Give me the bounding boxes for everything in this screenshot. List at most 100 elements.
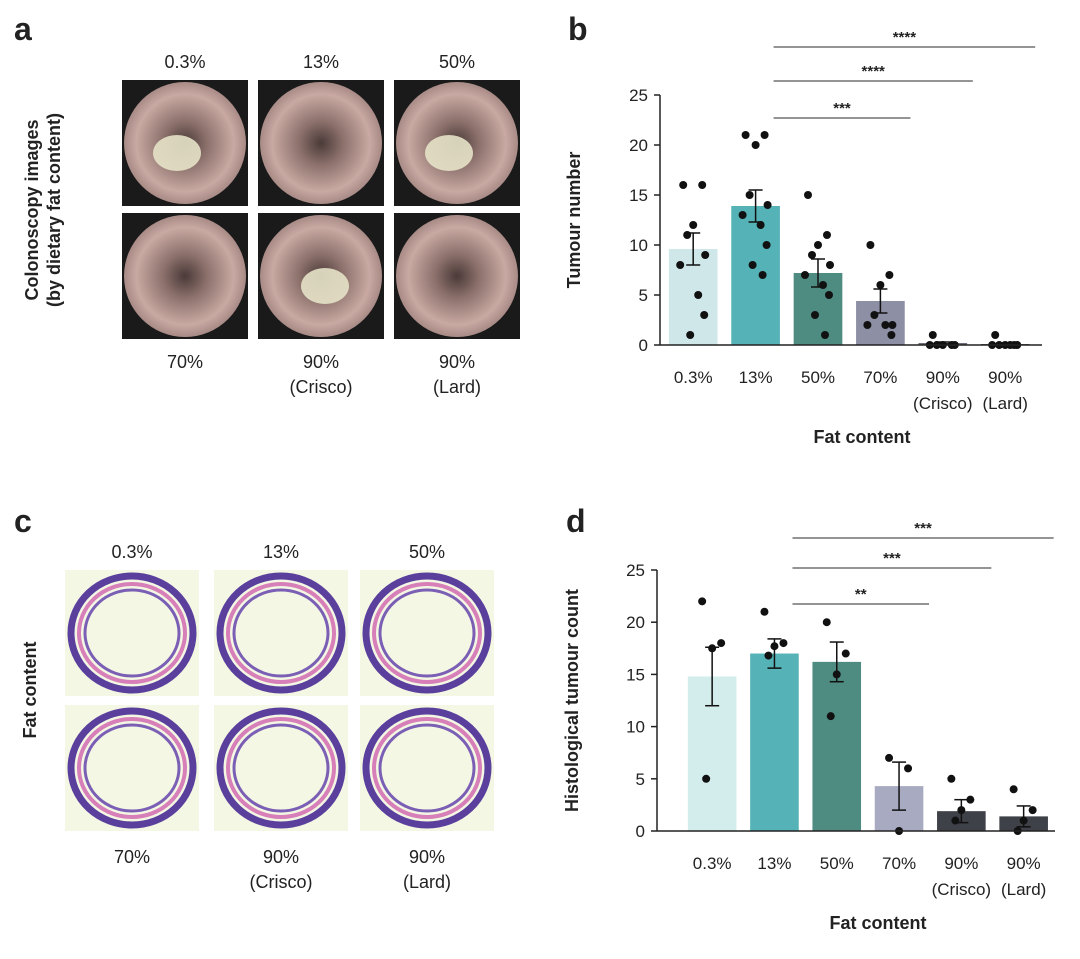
data-point bbox=[822, 618, 831, 627]
data-point bbox=[808, 251, 816, 259]
image-content bbox=[362, 707, 492, 829]
data-point bbox=[801, 271, 809, 279]
data-point bbox=[826, 712, 835, 721]
data-point bbox=[832, 670, 841, 679]
image bbox=[258, 80, 384, 206]
x-tick-label: 0.3% bbox=[693, 854, 732, 873]
data-point bbox=[770, 642, 779, 651]
image bbox=[258, 213, 384, 339]
data-point bbox=[826, 261, 834, 269]
y-axis-title: Tumour number bbox=[564, 152, 584, 289]
x-tick-label: 50% bbox=[801, 368, 835, 387]
x-tick-label: 90% (Crisco) bbox=[913, 368, 973, 413]
image-label: 90% (Lard) bbox=[433, 352, 481, 397]
data-point bbox=[717, 639, 726, 648]
data-point bbox=[947, 774, 956, 783]
image-content bbox=[232, 588, 330, 678]
data-point bbox=[738, 211, 747, 219]
significance-label: **** bbox=[862, 63, 886, 80]
axis-title: Fat content bbox=[20, 641, 40, 738]
data-point bbox=[764, 651, 773, 660]
y-tick-label: 20 bbox=[626, 613, 645, 632]
image-content bbox=[216, 707, 346, 829]
image-content bbox=[83, 723, 181, 813]
image bbox=[214, 705, 348, 831]
data-point bbox=[876, 281, 885, 289]
y-tick-label: 25 bbox=[626, 561, 645, 580]
data-point bbox=[881, 321, 890, 329]
image-content bbox=[77, 717, 187, 819]
x-axis-title: Fat content bbox=[830, 913, 927, 933]
image-label: 70% bbox=[114, 847, 150, 867]
y-tick-label: 10 bbox=[626, 718, 645, 737]
image-label: 0.3% bbox=[164, 52, 205, 72]
image-content bbox=[362, 572, 492, 694]
data-point bbox=[758, 271, 767, 279]
data-point bbox=[701, 251, 710, 259]
x-tick-label: 90% (Crisco) bbox=[932, 854, 992, 899]
data-point bbox=[870, 311, 879, 319]
image-label: 50% bbox=[409, 542, 445, 562]
image-content bbox=[226, 717, 336, 819]
axis-title: Colonoscopy images (by dietary fat conten… bbox=[22, 113, 64, 307]
data-point bbox=[821, 331, 829, 339]
image-detail bbox=[153, 135, 201, 171]
data-point bbox=[760, 131, 769, 139]
significance-label: *** bbox=[883, 550, 901, 567]
data-point bbox=[887, 331, 896, 339]
data-point bbox=[762, 241, 771, 249]
image-content bbox=[77, 582, 187, 684]
data-point bbox=[825, 291, 833, 299]
x-tick-label: 50% bbox=[820, 854, 854, 873]
image-label: 50% bbox=[439, 52, 475, 72]
image-content bbox=[83, 588, 181, 678]
data-point bbox=[686, 331, 695, 339]
image-content bbox=[216, 572, 346, 694]
significance-label: *** bbox=[833, 100, 851, 117]
image-content bbox=[378, 723, 476, 813]
data-point bbox=[763, 201, 772, 209]
y-tick-label: 25 bbox=[629, 86, 648, 105]
data-point bbox=[885, 753, 894, 762]
panel-label: d bbox=[566, 503, 586, 539]
data-point bbox=[888, 321, 897, 329]
data-point bbox=[741, 131, 750, 139]
data-point bbox=[819, 281, 827, 289]
significance-label: *** bbox=[914, 520, 932, 537]
image-content bbox=[226, 582, 336, 684]
panel-label: b bbox=[568, 11, 588, 47]
image bbox=[394, 213, 520, 339]
image bbox=[360, 570, 494, 696]
data-point bbox=[951, 816, 960, 825]
image bbox=[122, 213, 248, 339]
image bbox=[65, 705, 199, 831]
data-point bbox=[751, 141, 760, 149]
image-content bbox=[260, 82, 382, 204]
data-point bbox=[708, 644, 717, 653]
image bbox=[65, 570, 199, 696]
data-point bbox=[745, 191, 754, 199]
image bbox=[394, 80, 520, 206]
data-point bbox=[991, 331, 1000, 339]
image-content bbox=[372, 717, 482, 819]
data-point bbox=[957, 806, 966, 815]
data-point bbox=[760, 607, 769, 616]
image-content bbox=[372, 582, 482, 684]
data-point bbox=[683, 231, 692, 239]
image bbox=[122, 80, 248, 206]
y-tick-label: 15 bbox=[629, 186, 648, 205]
image-label: 0.3% bbox=[111, 542, 152, 562]
data-point bbox=[1009, 785, 1018, 794]
data-point bbox=[823, 231, 831, 239]
data-point bbox=[679, 181, 688, 189]
image-content bbox=[67, 707, 197, 829]
image-content bbox=[67, 572, 197, 694]
image-label: 90% (Lard) bbox=[403, 847, 451, 892]
data-point bbox=[756, 221, 765, 229]
y-tick-label: 20 bbox=[629, 136, 648, 155]
y-tick-label: 0 bbox=[636, 822, 645, 841]
significance-label: ** bbox=[855, 586, 867, 603]
data-point bbox=[1019, 816, 1028, 825]
